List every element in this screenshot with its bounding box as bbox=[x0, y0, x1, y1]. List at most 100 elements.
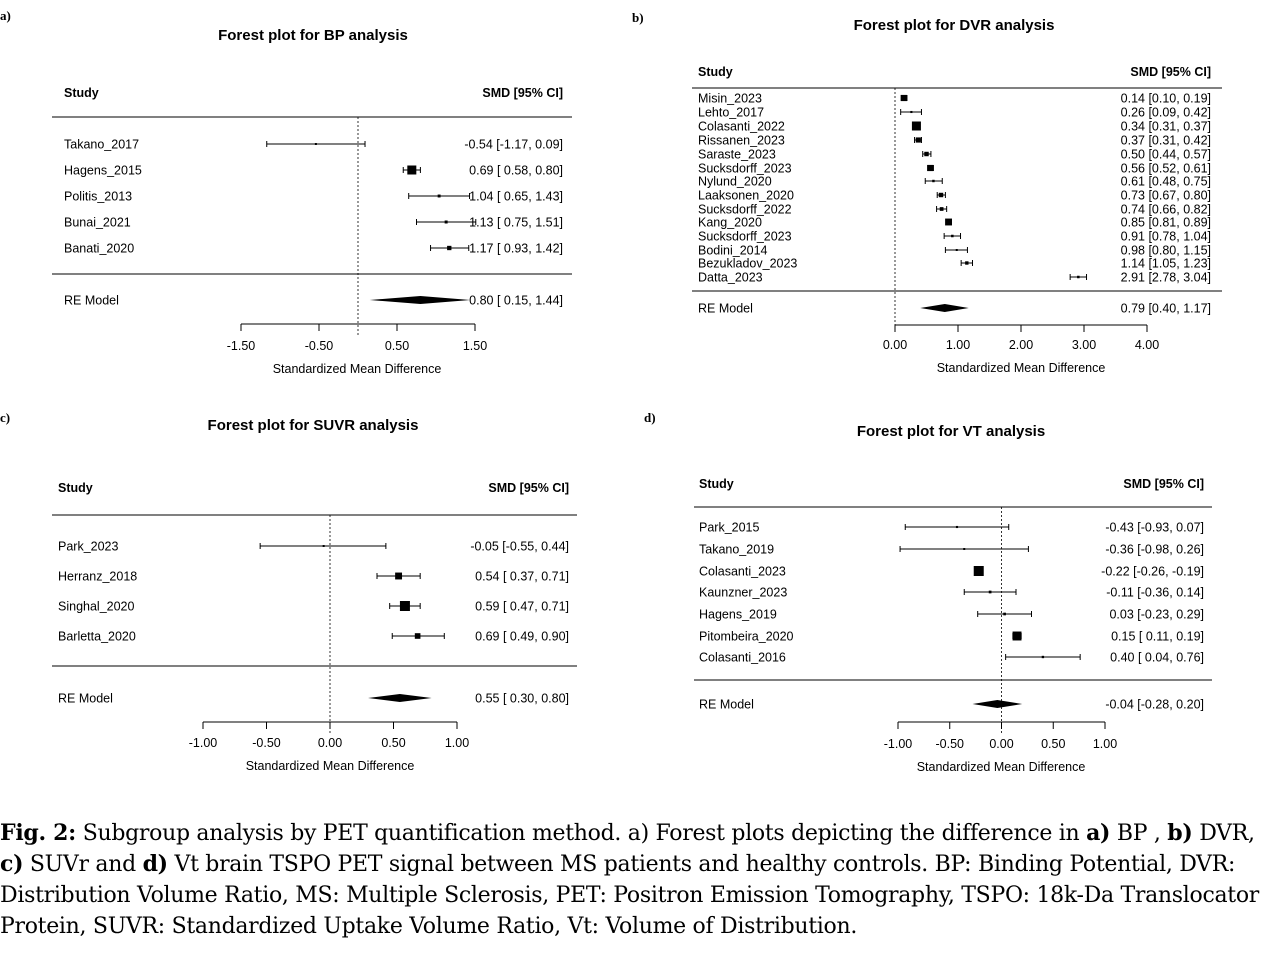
study-smd-ci: 0.54 [ 0.37, 0.71] bbox=[475, 570, 569, 584]
study-name: Sucksdorff_2023 bbox=[698, 162, 792, 176]
caption-text-2: BP , bbox=[1110, 821, 1168, 846]
x-axis-tick-label: -1.00 bbox=[189, 736, 218, 750]
study-point-estimate bbox=[395, 572, 403, 580]
summary-diamond bbox=[972, 700, 1023, 708]
study-name: Barletta_2020 bbox=[58, 630, 136, 644]
study-smd-ci: 0.40 [ 0.04, 0.76] bbox=[1110, 651, 1204, 665]
study-smd-ci: 0.56 [0.52, 0.61] bbox=[1121, 162, 1211, 176]
study-point-estimate bbox=[437, 194, 441, 198]
summary-diamond bbox=[920, 304, 969, 312]
model-smd-ci: -0.04 [-0.28, 0.20] bbox=[1105, 698, 1204, 712]
x-axis-tick-label: -1.00 bbox=[884, 737, 913, 751]
study-smd-ci: 1.04 [ 0.65, 1.43] bbox=[469, 190, 563, 204]
study-column-header: Study bbox=[698, 65, 733, 79]
caption-fig-label: Fig. 2: bbox=[0, 820, 77, 846]
study-name: Saraste_2023 bbox=[698, 148, 776, 162]
forest-panel-3: c) Forest plot for SUVR analysis Study SMD … bbox=[0, 410, 577, 773]
x-axis-tick-label: 1.00 bbox=[946, 338, 970, 352]
caption-bold-b: b) bbox=[1167, 820, 1193, 846]
x-axis-tick-label: 1.00 bbox=[445, 736, 469, 750]
study-name: Bezukladov_2023 bbox=[698, 257, 797, 271]
study-name: Kang_2020 bbox=[698, 216, 762, 230]
study-smd-ci: 0.34 [0.31, 0.37] bbox=[1121, 120, 1211, 134]
study-smd-ci: 2.91 [2.78, 3.04] bbox=[1121, 271, 1211, 285]
study-name: Rissanen_2023 bbox=[698, 134, 785, 148]
study-column-header: Study bbox=[699, 477, 734, 491]
study-point-estimate bbox=[1003, 612, 1006, 616]
study-name: Singhal_2020 bbox=[58, 600, 135, 614]
study-point-estimate bbox=[951, 234, 954, 238]
x-axis-tick-label: 3.00 bbox=[1072, 338, 1096, 352]
study-name: Hagens_2015 bbox=[64, 164, 142, 178]
study-point-estimate bbox=[932, 179, 935, 183]
study-smd-ci: 0.37 [0.31, 0.42] bbox=[1121, 134, 1211, 148]
study-smd-ci: -0.54 [-1.17, 0.09] bbox=[464, 138, 563, 152]
study-smd-ci: 1.13 [ 0.75, 1.51] bbox=[469, 216, 563, 230]
study-point-estimate bbox=[407, 165, 417, 175]
study-smd-ci: -0.11 [-0.36, 0.14] bbox=[1106, 586, 1204, 600]
study-name: Bodini_2014 bbox=[698, 244, 768, 258]
x-axis-tick-label: 2.00 bbox=[1009, 338, 1033, 352]
model-name: RE Model bbox=[58, 692, 113, 706]
model-smd-ci: 0.55 [ 0.30, 0.80] bbox=[475, 692, 569, 706]
study-point-estimate bbox=[444, 220, 448, 224]
x-axis-tick-label: -1.50 bbox=[227, 339, 256, 353]
study-point-estimate bbox=[924, 151, 929, 157]
caption-text-3: DVR, bbox=[1192, 821, 1255, 846]
study-point-estimate bbox=[988, 590, 992, 594]
x-axis-label: Standardized Mean Difference bbox=[273, 362, 442, 376]
x-axis-tick-label: -0.50 bbox=[936, 737, 965, 751]
study-point-estimate bbox=[1077, 275, 1080, 279]
x-axis-tick-label: 0.00 bbox=[318, 736, 342, 750]
study-point-estimate bbox=[955, 249, 958, 251]
study-point-estimate bbox=[965, 261, 969, 265]
study-smd-ci: 0.98 [0.80, 1.15] bbox=[1121, 244, 1211, 258]
smd-column-header: SMD [95% CI] bbox=[1123, 477, 1204, 491]
study-point-estimate bbox=[938, 192, 944, 198]
study-name: Sucksdorff_2022 bbox=[698, 203, 792, 217]
study-smd-ci: -0.05 [-0.55, 0.44] bbox=[470, 540, 569, 554]
study-smd-ci: -0.43 [-0.93, 0.07] bbox=[1105, 521, 1204, 535]
x-axis-tick-label: 0.50 bbox=[381, 736, 405, 750]
study-smd-ci: 0.26 [0.09, 0.42] bbox=[1121, 106, 1211, 120]
x-axis-tick-label: 0.00 bbox=[883, 338, 907, 352]
study-name: Sucksdorff_2023 bbox=[698, 230, 792, 244]
study-column-header: Study bbox=[58, 481, 93, 495]
forest-panel-4: d) Forest plot for VT analysis Study SMD [9… bbox=[644, 410, 1212, 774]
study-point-estimate bbox=[927, 164, 934, 172]
study-point-estimate bbox=[963, 548, 966, 550]
study-smd-ci: -0.36 [-0.98, 0.26] bbox=[1105, 543, 1204, 557]
model-name: RE Model bbox=[64, 294, 119, 308]
panel-letter: b) bbox=[632, 10, 644, 25]
study-smd-ci: 0.50 [0.44, 0.57] bbox=[1121, 148, 1211, 162]
study-point-estimate bbox=[910, 110, 913, 114]
x-axis-tick-label: 0.00 bbox=[989, 737, 1013, 751]
study-point-estimate bbox=[945, 218, 952, 226]
forest-panel-1: a) Forest plot for BP analysis Study SMD [9… bbox=[0, 8, 572, 376]
study-name: Colasanti_2016 bbox=[699, 651, 786, 665]
study-name: Nylund_2020 bbox=[698, 175, 772, 189]
smd-column-header: SMD [95% CI] bbox=[482, 86, 563, 100]
study-smd-ci: 0.69 [ 0.49, 0.90] bbox=[475, 630, 569, 644]
study-name: Laaksonen_2020 bbox=[698, 189, 794, 203]
panel-title: Forest plot for SUVR analysis bbox=[208, 417, 419, 434]
study-smd-ci: 1.14 [1.05, 1.23] bbox=[1121, 257, 1211, 271]
study-column-header: Study bbox=[64, 86, 99, 100]
smd-column-header: SMD [95% CI] bbox=[1130, 65, 1211, 79]
study-name: Bunai_2021 bbox=[64, 216, 131, 230]
study-name: Datta_2023 bbox=[698, 271, 763, 285]
study-point-estimate bbox=[447, 245, 452, 251]
study-point-estimate bbox=[939, 207, 944, 211]
study-point-estimate bbox=[955, 525, 959, 529]
x-axis-label: Standardized Mean Difference bbox=[937, 361, 1106, 375]
study-name: Kaunzner_2023 bbox=[699, 586, 787, 600]
caption-text-5: Vt brain TSPO PET signal between MS pati… bbox=[0, 852, 1259, 939]
x-axis-tick-label: 0.50 bbox=[1041, 737, 1065, 751]
study-smd-ci: 0.14 [0.10, 0.19] bbox=[1121, 92, 1211, 106]
study-name: Colasanti_2022 bbox=[698, 120, 785, 134]
study-smd-ci: 0.59 [ 0.47, 0.71] bbox=[475, 600, 569, 614]
x-axis-tick-label: 0.50 bbox=[385, 339, 409, 353]
study-smd-ci: 0.61 [0.48, 0.75] bbox=[1121, 175, 1211, 189]
caption-bold-a: a) bbox=[1086, 820, 1111, 846]
model-name: RE Model bbox=[699, 698, 754, 712]
